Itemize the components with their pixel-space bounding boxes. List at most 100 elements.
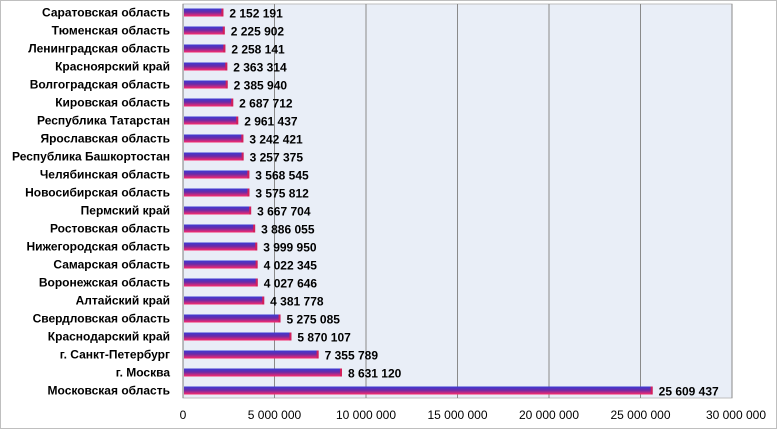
bar-end-cap — [231, 98, 234, 107]
value-label: 2 225 902 — [231, 25, 285, 39]
category-label: Челябинская область — [40, 168, 170, 182]
bar-end-cap — [253, 224, 256, 233]
bar — [184, 350, 319, 359]
category-label: Ленинградская область — [28, 42, 170, 56]
bar-end-cap — [316, 350, 319, 359]
category-label: г. Москва — [116, 366, 171, 380]
category-label: Новосибирская область — [25, 186, 170, 200]
bar-end-cap — [222, 26, 225, 35]
bar — [184, 332, 292, 341]
bars — [184, 8, 653, 395]
bar-end-cap — [255, 242, 258, 251]
value-label: 2 385 940 — [234, 79, 288, 93]
bar — [184, 116, 239, 125]
x-tick-label: 30 000 000 — [706, 408, 766, 422]
bar-end-cap — [223, 44, 226, 53]
bar-end-cap — [249, 206, 252, 215]
bar-end-cap — [225, 80, 228, 89]
value-label: 25 609 437 — [659, 385, 719, 399]
category-label: Самарская область — [53, 258, 170, 272]
value-label: 2 258 141 — [231, 43, 285, 57]
bar-end-cap — [255, 260, 258, 269]
value-label: 2 961 437 — [244, 115, 298, 129]
category-labels: Саратовская область Тюменская область Лени… — [12, 6, 170, 398]
value-label: 2 152 191 — [229, 7, 283, 21]
value-label: 3 886 055 — [261, 223, 315, 237]
category-label: Воронежская область — [39, 276, 170, 290]
bar — [184, 8, 224, 17]
value-label: 5 870 107 — [297, 331, 351, 345]
value-label: 3 257 375 — [250, 151, 304, 165]
bar-end-cap — [241, 134, 244, 143]
value-label: 3 575 812 — [255, 187, 309, 201]
bar — [184, 368, 342, 377]
value-labels: 2 152 191 2 225 902 2 258 141 2 363 314 2 38… — [229, 7, 719, 399]
bar-end-cap — [278, 314, 281, 323]
value-label: 5 275 085 — [287, 313, 341, 327]
bar-end-cap — [236, 116, 239, 125]
bar — [184, 296, 265, 305]
bar-end-cap — [241, 152, 244, 161]
category-label: Республика Башкортостан — [12, 150, 170, 164]
value-label: 3 568 545 — [255, 169, 309, 183]
bar — [184, 170, 250, 179]
x-tick-label: 15 000 000 — [427, 408, 487, 422]
category-label: Красноярский край — [55, 60, 170, 74]
bar — [184, 278, 258, 287]
bar-end-cap — [255, 278, 258, 287]
category-label: Ростовская область — [50, 222, 170, 236]
bar — [184, 26, 225, 35]
category-label: Кировская область — [55, 96, 170, 110]
value-label: 2 363 314 — [233, 61, 287, 75]
value-label: 2 687 712 — [239, 97, 293, 111]
bar — [184, 188, 250, 197]
bar — [184, 242, 258, 251]
category-label: Волгоградская область — [30, 78, 170, 92]
category-label: Республика Татарстан — [37, 114, 170, 128]
bar — [184, 260, 258, 269]
category-label: Ярославская область — [40, 132, 170, 146]
bar-end-cap — [247, 170, 250, 179]
bar-end-cap — [225, 62, 228, 71]
category-label: Свердловская область — [33, 312, 170, 326]
x-tick-label: 10 000 000 — [336, 408, 396, 422]
bar-end-cap — [650, 386, 653, 395]
value-label: 7 355 789 — [325, 349, 379, 363]
x-tick-label: 0 — [180, 408, 187, 422]
bar-end-cap — [221, 8, 224, 17]
category-label: Московская область — [48, 384, 170, 398]
bar-end-cap — [247, 188, 250, 197]
value-label: 4 381 778 — [270, 295, 324, 309]
value-label: 3 667 704 — [257, 205, 311, 219]
bar-end-cap — [289, 332, 292, 341]
bar — [184, 386, 653, 395]
bar — [184, 224, 256, 233]
value-label: 4 027 646 — [264, 277, 318, 291]
bar — [184, 62, 228, 71]
x-axis-tick-labels: 0 5 000 000 10 000 000 15 000 000 20 000 000… — [180, 408, 767, 422]
category-label: Саратовская область — [42, 6, 170, 20]
x-tick-label: 20 000 000 — [519, 408, 579, 422]
value-label: 3 999 950 — [263, 241, 317, 255]
category-label: г. Санкт-Петербург — [60, 348, 170, 362]
grid-lines — [274, 4, 733, 398]
value-label: 4 022 345 — [264, 259, 318, 273]
category-label: Тюменская область — [52, 24, 170, 38]
bar — [184, 80, 228, 89]
bar — [184, 44, 226, 53]
category-label: Алтайский край — [76, 294, 170, 308]
bar-end-cap — [339, 368, 342, 377]
bar — [184, 206, 252, 215]
bar-end-cap — [262, 296, 265, 305]
value-label: 8 631 120 — [348, 367, 402, 381]
value-label: 3 242 421 — [249, 133, 303, 147]
category-label: Пермский край — [81, 204, 170, 218]
bar — [184, 314, 281, 323]
category-label: Краснодарский край — [48, 330, 170, 344]
bar — [184, 98, 234, 107]
bar — [184, 152, 244, 161]
x-tick-label: 5 000 000 — [248, 408, 302, 422]
category-label: Нижегородская область — [26, 240, 170, 254]
